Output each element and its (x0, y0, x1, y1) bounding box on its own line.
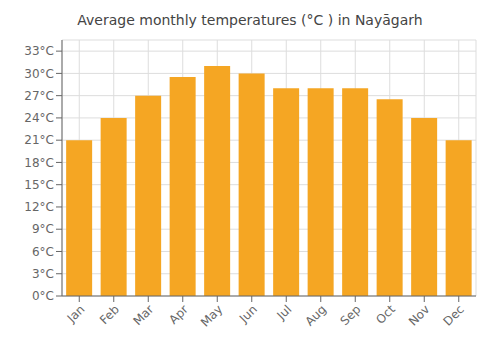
svg-text:Oct: Oct (373, 302, 398, 327)
svg-text:Dec: Dec (441, 302, 467, 328)
svg-text:9°C: 9°C (32, 222, 54, 236)
svg-text:Mar: Mar (130, 302, 156, 328)
svg-text:Jun: Jun (236, 302, 260, 326)
svg-text:Jul: Jul (274, 302, 295, 323)
svg-text:Apr: Apr (166, 302, 191, 327)
svg-text:6°C: 6°C (32, 245, 54, 259)
svg-text:Aug: Aug (302, 302, 328, 328)
svg-text:18°C: 18°C (24, 156, 54, 170)
svg-text:21°C: 21°C (24, 133, 54, 147)
svg-text:27°C: 27°C (24, 89, 54, 103)
svg-text:30°C: 30°C (24, 67, 54, 81)
svg-text:15°C: 15°C (24, 178, 54, 192)
svg-text:Sep: Sep (337, 302, 363, 328)
svg-text:24°C: 24°C (24, 111, 54, 125)
svg-text:0°C: 0°C (32, 289, 54, 303)
svg-text:Jan: Jan (64, 302, 88, 326)
svg-text:12°C: 12°C (24, 200, 54, 214)
svg-text:Nov: Nov (406, 302, 432, 328)
svg-text:Feb: Feb (97, 302, 122, 327)
svg-text:May: May (198, 302, 225, 329)
svg-text:33°C: 33°C (24, 44, 54, 58)
svg-text:3°C: 3°C (32, 267, 54, 281)
html-text:Average monthly temperatures (: Average monthly temperatures (°C ) in Na… (77, 12, 423, 28)
